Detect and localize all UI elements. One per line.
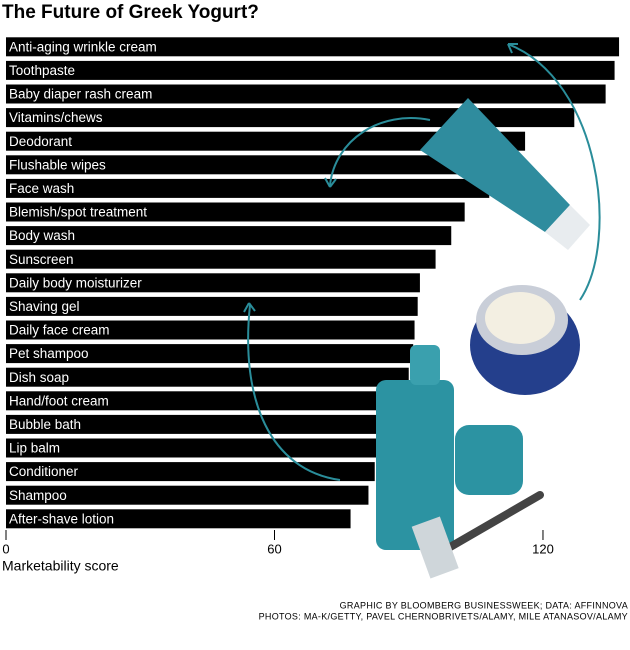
category-label: Conditioner [9, 464, 79, 479]
category-label: Toothpaste [9, 63, 75, 78]
category-label: After-shave lotion [9, 511, 114, 526]
bar [6, 414, 394, 434]
arrow [329, 117, 431, 186]
category-label: Daily face cream [9, 323, 110, 338]
credit: GRAPHIC BY BLOOMBERG BUSINESSWEEK; DATA:… [340, 600, 628, 610]
bar [6, 155, 512, 175]
category-label: Baby diaper rash cream [9, 87, 152, 102]
x-tick-label: 60 [267, 541, 281, 556]
arrow-head [507, 43, 518, 54]
category-label: Daily body moisturizer [9, 275, 142, 290]
bar [6, 485, 369, 505]
category-label: Vitamins/chews [9, 110, 103, 125]
photo-illustration [243, 43, 601, 579]
x-tick-label: 120 [532, 541, 554, 556]
cream [485, 292, 555, 344]
category-label: Shampoo [9, 488, 67, 503]
category-label: Bubble bath [9, 417, 81, 432]
category-label: Hand/foot cream [9, 393, 109, 408]
bar [6, 84, 606, 104]
x-axis-label: Marketability score [2, 558, 119, 574]
bar [6, 320, 415, 340]
razor-handle [441, 491, 544, 554]
bar [6, 344, 414, 364]
bar [6, 391, 402, 411]
razor-head [411, 516, 459, 579]
category-label: Blemish/spot treatment [9, 205, 147, 220]
bar [6, 37, 620, 57]
category-label: Sunscreen [9, 252, 74, 267]
bar [6, 226, 452, 246]
category-label: Lip balm [9, 441, 60, 456]
bar [6, 296, 418, 316]
can [376, 380, 454, 550]
category-label: Shaving gel [9, 299, 80, 314]
category-label: Flushable wipes [9, 157, 106, 172]
bar [6, 462, 375, 482]
bar [6, 60, 615, 80]
arrow-head [324, 177, 337, 188]
arrow-head [243, 302, 256, 313]
chart-title: The Future of Greek Yogurt? [2, 2, 259, 23]
bar [6, 178, 490, 198]
category-label: Pet shampoo [9, 346, 89, 361]
tube [420, 98, 570, 232]
bar [6, 273, 420, 293]
category-label: Body wash [9, 228, 75, 243]
x-tick-label: 0 [2, 541, 9, 556]
credit: PHOTOS: MA-K/GETTY, PAVEL CHERNOBRIVETS/… [259, 611, 628, 621]
category-label: Face wash [9, 181, 74, 196]
category-label: Anti-aging wrinkle cream [9, 39, 157, 54]
bar [6, 108, 575, 128]
bar [6, 249, 436, 269]
can-top [410, 345, 440, 385]
arrow [247, 304, 341, 481]
bar [6, 367, 409, 387]
bar [6, 131, 526, 151]
category-label: Dish soap [9, 370, 69, 385]
bar [6, 438, 391, 458]
can-cap [455, 425, 523, 495]
bar [6, 509, 351, 529]
tube-cap [545, 205, 590, 250]
bar [6, 202, 465, 222]
category-label: Deodorant [9, 134, 72, 149]
arrow [507, 43, 601, 301]
